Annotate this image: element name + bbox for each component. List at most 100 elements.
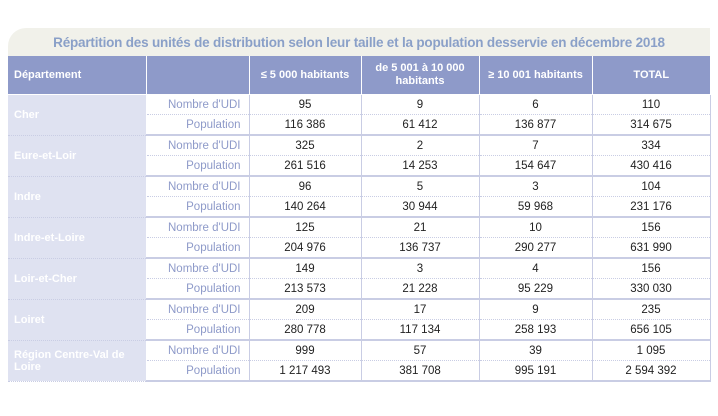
- value-cell: 261 516: [249, 155, 362, 177]
- total-cell: 330 030: [591, 278, 711, 300]
- header-large: ≥ 10 001 habitants: [479, 56, 593, 95]
- header-departement: Département: [8, 56, 147, 95]
- row-label-udi: Nombre d'UDI: [146, 340, 250, 361]
- department-name: Indre-et-Loire: [8, 217, 147, 259]
- row-label-population: Population: [146, 196, 250, 218]
- total-cell: 156: [591, 217, 711, 238]
- value-cell: 280 778: [249, 319, 362, 341]
- value-cell: 9: [479, 299, 593, 320]
- value-cell: 381 708: [361, 360, 480, 382]
- row-label-udi: Nombre d'UDI: [146, 176, 250, 197]
- value-cell: 3: [479, 176, 593, 197]
- value-cell: 17: [361, 299, 480, 320]
- total-cell: 2 594 392: [591, 360, 711, 382]
- value-cell: 125: [249, 217, 362, 238]
- table-row: Population 1 217 493 381 708 995 191 2 594 3…: [8, 360, 711, 382]
- value-cell: 325: [249, 135, 362, 156]
- department-name: Loir-et-Cher: [8, 258, 147, 300]
- total-cell: 314 675: [591, 114, 711, 136]
- value-cell: 204 976: [249, 237, 362, 259]
- total-cell: 430 416: [591, 155, 711, 177]
- table-row: Région Centre-Val de Loire Nombre d'UDI 99…: [8, 340, 711, 382]
- row-label-udi: Nombre d'UDI: [146, 94, 250, 115]
- table-row: Population 204 976 136 737 290 277 631 990: [8, 237, 711, 259]
- table-title: Répartition des unités de distribution s…: [8, 28, 710, 56]
- value-cell: 21 228: [361, 278, 480, 300]
- total-cell: 231 176: [591, 196, 711, 218]
- value-cell: 59 968: [479, 196, 593, 218]
- row-label-population: Population: [146, 360, 250, 382]
- total-cell: 656 105: [591, 319, 711, 341]
- row-label-udi: Nombre d'UDI: [146, 135, 250, 156]
- row-label-udi: Nombre d'UDI: [146, 217, 250, 238]
- table-row: Indre-et-Loire Nombre d'UDI 125 21 10 156: [8, 217, 711, 259]
- department-name: Indre: [8, 176, 147, 218]
- value-cell: 154 647: [479, 155, 593, 177]
- value-cell: 95 229: [479, 278, 593, 300]
- department-name: Région Centre-Val de Loire: [8, 340, 147, 382]
- table-row: Population 140 264 30 944 59 968 231 176: [8, 196, 711, 218]
- value-cell: 116 386: [249, 114, 362, 136]
- table-row: Eure-et-Loir Nombre d'UDI 325 2 7 334: [8, 135, 711, 177]
- value-cell: 290 277: [479, 237, 593, 259]
- value-cell: 136 877: [479, 114, 593, 136]
- header-small: ≤ 5 000 habitants: [249, 56, 362, 95]
- value-cell: 140 264: [249, 196, 362, 218]
- value-cell: 1 217 493: [249, 360, 362, 382]
- department-name: Eure-et-Loir: [8, 135, 147, 177]
- table-row: Population 280 778 117 134 258 193 656 105: [8, 319, 711, 341]
- header-medium: de 5 001 à 10 000 habitants: [361, 56, 480, 95]
- table-row: Cher Nombre d'UDI 95 9 6 110: [8, 94, 711, 136]
- value-cell: 213 573: [249, 278, 362, 300]
- value-cell: 61 412: [361, 114, 480, 136]
- value-cell: 4: [479, 258, 593, 279]
- value-cell: 9: [361, 94, 480, 115]
- table-container: Répartition des unités de distribution s…: [8, 28, 711, 382]
- value-cell: 6: [479, 94, 593, 115]
- total-cell: 156: [591, 258, 711, 279]
- total-cell: 334: [591, 135, 711, 156]
- value-cell: 95: [249, 94, 362, 115]
- value-cell: 10: [479, 217, 593, 238]
- total-cell: 110: [591, 94, 711, 115]
- table-row: Loir-et-Cher Nombre d'UDI 149 3 4 156: [8, 258, 711, 300]
- value-cell: 5: [361, 176, 480, 197]
- header-total: TOTAL: [592, 56, 710, 95]
- table-row: Population 213 573 21 228 95 229 330 030: [8, 278, 711, 300]
- header-row: Département ≤ 5 000 habitants de 5 001 à…: [8, 56, 710, 95]
- table-row: Loiret Nombre d'UDI 209 17 9 235: [8, 299, 711, 341]
- header-blank: [146, 56, 250, 95]
- value-cell: 999: [249, 340, 362, 361]
- row-label-population: Population: [146, 319, 250, 341]
- value-cell: 3: [361, 258, 480, 279]
- total-cell: 1 095: [591, 340, 711, 361]
- department-name: Loiret: [8, 299, 147, 341]
- value-cell: 136 737: [361, 237, 480, 259]
- value-cell: 995 191: [479, 360, 593, 382]
- value-cell: 2: [361, 135, 480, 156]
- row-label-udi: Nombre d'UDI: [146, 258, 250, 279]
- distribution-table: Département ≤ 5 000 habitants de 5 001 à…: [8, 56, 711, 382]
- row-label-population: Population: [146, 278, 250, 300]
- row-label-population: Population: [146, 237, 250, 259]
- value-cell: 30 944: [361, 196, 480, 218]
- value-cell: 117 134: [361, 319, 480, 341]
- value-cell: 7: [479, 135, 593, 156]
- table-row: Indre Nombre d'UDI 96 5 3 104: [8, 176, 711, 218]
- value-cell: 57: [361, 340, 480, 361]
- row-label-population: Population: [146, 114, 250, 136]
- total-cell: 104: [591, 176, 711, 197]
- table-row: Population 261 516 14 253 154 647 430 416: [8, 155, 711, 177]
- row-label-population: Population: [146, 155, 250, 177]
- value-cell: 149: [249, 258, 362, 279]
- total-cell: 235: [591, 299, 711, 320]
- value-cell: 21: [361, 217, 480, 238]
- value-cell: 96: [249, 176, 362, 197]
- row-label-udi: Nombre d'UDI: [146, 299, 250, 320]
- table-row: Population 116 386 61 412 136 877 314 675: [8, 114, 711, 136]
- value-cell: 39: [479, 340, 593, 361]
- total-cell: 631 990: [591, 237, 711, 259]
- value-cell: 258 193: [479, 319, 593, 341]
- department-name: Cher: [8, 94, 147, 136]
- value-cell: 209: [249, 299, 362, 320]
